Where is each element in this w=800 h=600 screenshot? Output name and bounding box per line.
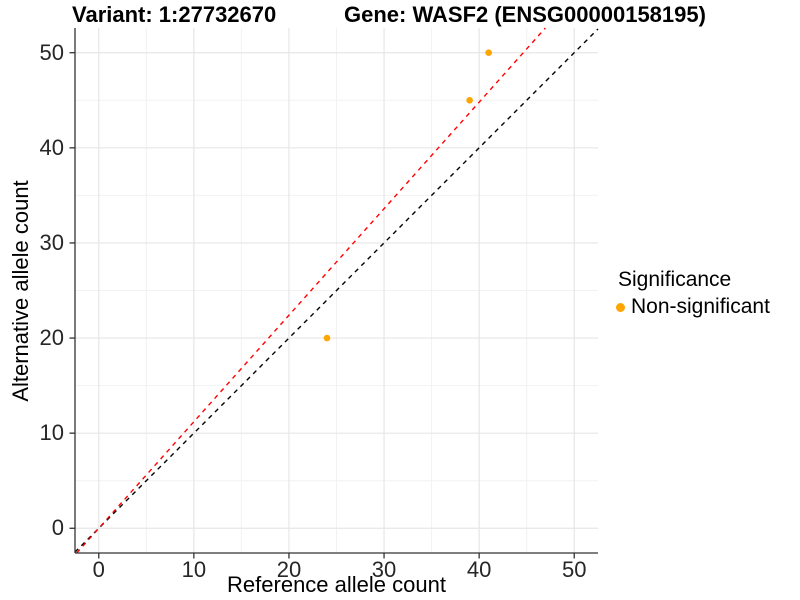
- variant-title: Variant: 1:27732670: [72, 2, 277, 27]
- x-tick-label: 20: [276, 557, 302, 582]
- x-tick-label: 0: [92, 557, 105, 582]
- data-point: [485, 49, 492, 57]
- x-axis-title: Reference allele count: [227, 572, 446, 597]
- y-tick-label: 20: [39, 325, 64, 351]
- fitted-line: [76, 27, 546, 554]
- data-point: [323, 334, 331, 342]
- gene-title: Gene: WASF2 (ENSG00000158195): [344, 2, 706, 27]
- y-tick-label: 50: [39, 39, 64, 65]
- legend-item-non-significant: Non-significant: [616, 295, 770, 319]
- y-axis-title: Alternative allele count: [8, 180, 33, 402]
- identity-line: [74, 28, 599, 553]
- x-tick-label: 10: [181, 557, 207, 582]
- legend: Significance Non-significant: [616, 268, 770, 319]
- x-tick-label: 40: [466, 557, 492, 582]
- legend-title: Significance: [618, 268, 732, 291]
- x-tick-label: 30: [371, 557, 397, 582]
- legend-item-label: Non-significant: [631, 295, 770, 318]
- data-point: [466, 96, 473, 104]
- y-tick-label: 30: [39, 229, 64, 255]
- legend-point-icon: [616, 302, 625, 312]
- y-tick-label: 40: [39, 134, 64, 160]
- y-tick-label: 10: [39, 420, 64, 446]
- y-tick-label: 0: [51, 515, 64, 541]
- x-tick-label: 50: [561, 557, 587, 582]
